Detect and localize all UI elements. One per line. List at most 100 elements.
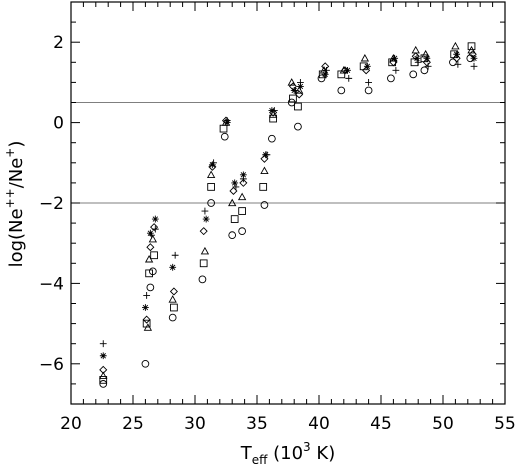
data-point-triangle (421, 49, 430, 58)
x-tick-label: 25 (122, 414, 144, 434)
data-point-plus (232, 183, 240, 191)
y-tick-label: 2 (53, 33, 64, 53)
data-point-circle (420, 66, 429, 75)
data-point-circle (141, 359, 150, 368)
data-point-plus (239, 175, 247, 183)
data-point-plus (223, 117, 231, 124)
data-point-circle (168, 313, 177, 322)
data-point-plus (99, 340, 107, 348)
y-tick-label: −4 (39, 274, 64, 294)
x-tick-label: 50 (432, 414, 454, 434)
data-point-asterisk (231, 179, 239, 187)
data-point-circle (99, 380, 108, 388)
data-point-diamond (321, 62, 330, 71)
data-point-triangle (144, 254, 154, 263)
data-point-diamond (150, 223, 159, 232)
data-point-triangle (260, 166, 269, 175)
data-point-square (150, 251, 158, 260)
data-point-circle (207, 199, 215, 207)
data-point-square (289, 94, 297, 103)
data-point-circle (228, 231, 237, 240)
data-point-square (170, 303, 178, 312)
data-point-diamond (142, 315, 151, 324)
data-point-square (219, 124, 228, 133)
data-point-circle (337, 86, 346, 95)
data-point-triangle (360, 53, 370, 62)
data-point-plus (323, 66, 330, 74)
y-tick-label: −6 (39, 355, 64, 375)
data-point-plus (365, 79, 372, 86)
x-axis-label-sub: eff (252, 453, 268, 467)
data-point-circle (317, 74, 326, 83)
data-point-asterisk (453, 50, 461, 58)
x-tick-label: 55 (494, 414, 515, 434)
data-point-plus (270, 107, 278, 114)
data-point-square (230, 215, 239, 223)
data-point-plus (392, 66, 400, 74)
data-point-asterisk (413, 54, 421, 62)
data-point-asterisk (321, 70, 329, 78)
data-point-asterisk (344, 66, 351, 74)
y-axis-label-sup1: ++ (3, 188, 17, 208)
data-point-circle (238, 227, 246, 235)
data-point-asterisk (391, 54, 399, 62)
data-point-plus (345, 74, 353, 82)
data-point-circle (364, 86, 373, 95)
data-point-asterisk (239, 171, 247, 179)
data-point-square (467, 42, 476, 51)
data-point-triangle (228, 198, 237, 207)
y-tick-label: −2 (39, 194, 64, 214)
data-point-plus (143, 292, 151, 299)
data-point-triangle (237, 192, 247, 201)
data-point-asterisk (169, 263, 177, 271)
data-point-square (269, 114, 277, 123)
data-point-asterisk (142, 304, 149, 311)
data-point-diamond (169, 287, 178, 296)
data-point-asterisk (146, 229, 154, 237)
x-axis-label-sup: 3 (303, 440, 311, 454)
data-point-asterisk (208, 161, 216, 169)
data-point-circle (294, 122, 302, 131)
y-axis-label-sup2: + (3, 148, 17, 158)
data-point-diamond (422, 58, 431, 67)
data-point-triangle (99, 371, 108, 380)
y-tick-label: 0 (53, 114, 64, 134)
data-point-asterisk (151, 215, 159, 223)
data-point-plus (263, 151, 271, 159)
data-point-asterisk (423, 54, 431, 62)
data-point-asterisk (202, 215, 210, 223)
x-axis-label: Teff (103 K) (240, 440, 336, 467)
data-point-square (259, 183, 268, 191)
data-point-triangle (200, 246, 210, 255)
x-tick-label: 20 (60, 414, 82, 434)
data-point-triangle (287, 78, 296, 86)
data-point-diamond (208, 162, 217, 171)
data-point-plus (201, 207, 209, 215)
x-tick-label: 35 (246, 414, 268, 434)
data-point-triangle (206, 170, 216, 179)
data-point-plus (148, 231, 155, 239)
data-point-diamond (295, 90, 304, 99)
data-point-circle (387, 74, 395, 83)
data-point-circle (198, 275, 207, 284)
data-point-circle (260, 201, 269, 209)
data-point-square (99, 376, 108, 384)
data-point-square (145, 269, 153, 278)
x-tick-label: 30 (184, 414, 206, 434)
data-point-circle (287, 98, 296, 107)
data-point-diamond (99, 365, 108, 374)
data-point-diamond (389, 58, 398, 67)
data-point-circle (449, 58, 457, 67)
data-point-plus (414, 58, 422, 66)
data-point-plus (424, 62, 432, 70)
data-point-asterisk (99, 352, 107, 360)
data-point-plus (292, 87, 299, 94)
data-point-plus (470, 62, 478, 70)
data-point-square (238, 207, 246, 215)
data-point-asterisk (363, 62, 371, 70)
data-point-diamond (146, 243, 155, 252)
data-point-asterisk (297, 83, 304, 90)
data-point-triangle (451, 41, 460, 50)
data-point-plus (151, 225, 159, 233)
